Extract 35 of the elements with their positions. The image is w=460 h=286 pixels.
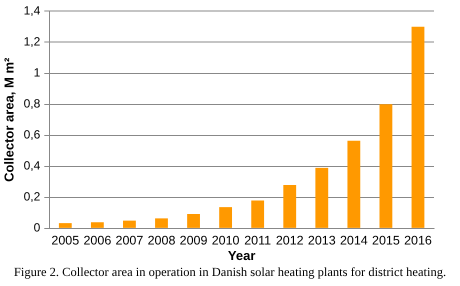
y-tick-label: 1 bbox=[34, 66, 41, 80]
x-tick-label: 2009 bbox=[180, 233, 208, 248]
x-tick-label: 2005 bbox=[51, 233, 80, 248]
bar bbox=[412, 26, 424, 228]
x-tick-label: 2015 bbox=[372, 233, 400, 248]
y-tick-label: 0,4 bbox=[24, 158, 41, 173]
x-axis-title: Year bbox=[228, 248, 256, 263]
x-tick-label: 2010 bbox=[212, 233, 240, 248]
bar bbox=[380, 104, 392, 228]
x-tick-label: 2007 bbox=[116, 233, 144, 248]
y-tick-label: 0,2 bbox=[24, 190, 41, 204]
bar bbox=[251, 200, 264, 228]
y-tick-label: 0 bbox=[34, 220, 41, 235]
bar bbox=[155, 218, 168, 228]
caption: Figure 2. Collector area in operation in Danish solar heating plants for district heating. bbox=[12, 265, 448, 280]
bar bbox=[347, 140, 360, 228]
bar bbox=[58, 223, 72, 228]
x-tick-label: 2013 bbox=[308, 233, 336, 248]
bar bbox=[283, 184, 296, 228]
x-tick-label: 2016 bbox=[404, 233, 432, 248]
x-tick-label: 2008 bbox=[148, 233, 176, 248]
y-tick-label: 1,2 bbox=[24, 34, 41, 49]
y-tick-label: 0,8 bbox=[24, 96, 41, 111]
x-tick-label: 2012 bbox=[276, 233, 304, 248]
x-tick-label: 2011 bbox=[244, 233, 272, 248]
x-tick-label: 2014 bbox=[340, 233, 368, 248]
x-tick-label: 2006 bbox=[83, 233, 112, 248]
y-tick-label: 0,6 bbox=[24, 128, 41, 142]
bar bbox=[123, 220, 136, 228]
y-axis-title: Collector area, M m² bbox=[1, 57, 16, 182]
y-tick-label: 1,4 bbox=[24, 4, 41, 18]
bar bbox=[187, 214, 200, 228]
bar bbox=[90, 222, 104, 228]
bar bbox=[219, 207, 232, 228]
bar bbox=[315, 168, 328, 228]
